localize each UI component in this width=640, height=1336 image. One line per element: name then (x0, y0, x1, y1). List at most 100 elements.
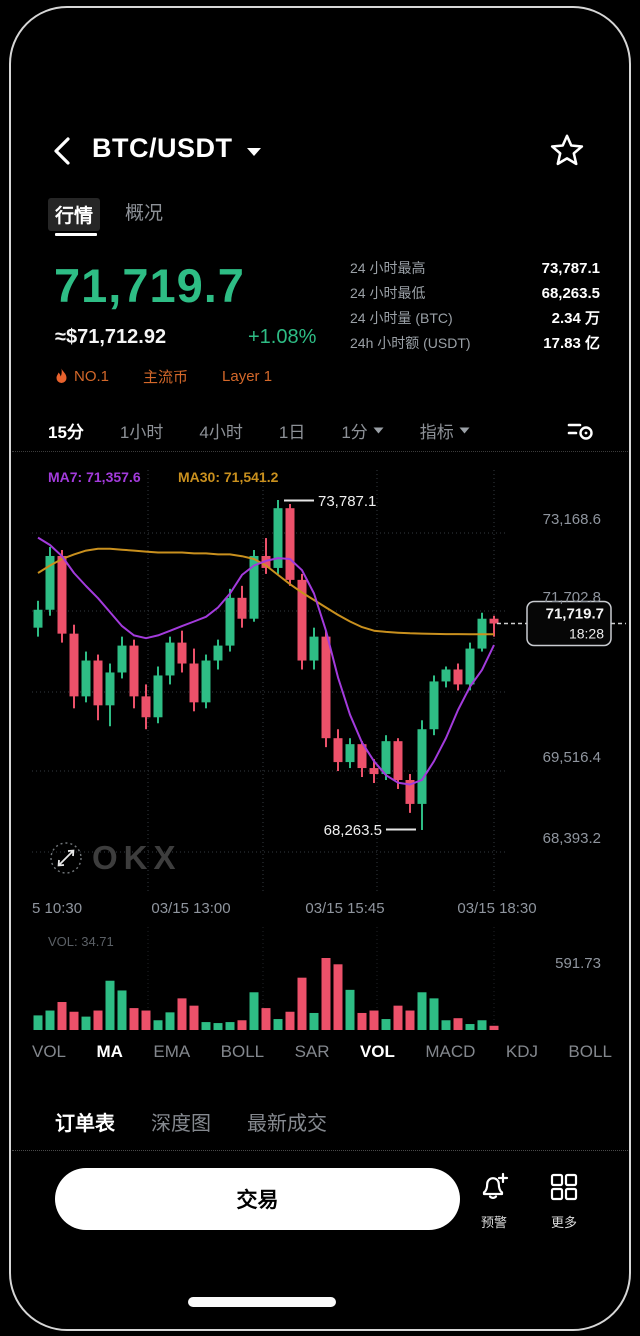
candle-body (273, 508, 283, 568)
grid-more-icon (550, 1173, 578, 1201)
volume-bar (381, 1019, 391, 1030)
trade-button[interactable]: 交易 (55, 1168, 460, 1230)
ma30-label: MA30: 71,541.2 (178, 469, 279, 485)
change-percent: +1.08% (248, 326, 317, 348)
volume-axis-max: 591.73 (555, 955, 601, 972)
candle-body (417, 729, 427, 804)
expand-chart-icon (58, 850, 74, 866)
volume-bar (333, 964, 343, 1030)
indicator-macd[interactable]: MACD (425, 1042, 476, 1061)
ma7-line (37, 536, 495, 786)
category-badge[interactable]: 主流币 (143, 369, 189, 386)
candle-body (33, 609, 43, 628)
volume-bar (213, 1023, 223, 1030)
candle-body (393, 741, 403, 781)
candle-body (237, 597, 247, 619)
volume-bar (321, 958, 331, 1030)
volume-bar (177, 998, 187, 1030)
candle-body (81, 660, 91, 697)
indicator-dropdown[interactable]: 指标 (420, 418, 470, 443)
badge-row: NO.1 主流币 Layer 1 (55, 366, 272, 387)
timeframe-bar: 15分 1小时 4小时 1日 1分 指标 (48, 418, 470, 443)
chevron-down-icon (373, 427, 384, 434)
volume-bar (129, 1008, 139, 1030)
indicator-boll-2[interactable]: BOLL (568, 1042, 612, 1061)
timeframe-more-dropdown[interactable]: 1分 (341, 418, 384, 443)
candle-body (141, 696, 151, 718)
fiat-price: ≈$71,712.92 (55, 326, 167, 348)
stat-row-turnover-usdt: 24h 小时额 (USDT) 17.83 亿 (350, 335, 600, 352)
layer-badge[interactable]: Layer 1 (222, 368, 273, 385)
x-axis-label: 03/15 13:00 (151, 900, 230, 917)
candle-body (345, 744, 355, 763)
flame-icon (56, 368, 67, 383)
okx-watermark: OKX (92, 839, 182, 876)
volume-bar (69, 1011, 79, 1030)
rank-badge[interactable]: NO.1 (55, 368, 109, 385)
timeframe-15m[interactable]: 15分 (48, 423, 84, 442)
favorite-star-icon[interactable] (550, 133, 584, 167)
volume-bar (117, 990, 127, 1030)
candle-body (453, 669, 463, 685)
stat-row-volume-btc: 24 小时量 (BTC) 2.34 万 (350, 310, 600, 327)
volume-bar (93, 1010, 103, 1030)
timeframe-4h[interactable]: 4小时 (199, 423, 243, 442)
candle-body (441, 669, 451, 682)
indicator-vol-2[interactable]: VOL (359, 1042, 395, 1061)
y-axis-label: 71,702.8 (543, 589, 601, 606)
stat-row-high: 24 小时最高 73,787.1 (350, 260, 600, 277)
indicator-ma[interactable]: MA (96, 1042, 123, 1061)
tab-quotes[interactable]: 行情 (48, 198, 101, 231)
volume-bar (297, 977, 307, 1030)
volume-bar (201, 1022, 211, 1030)
volume-bar (261, 1008, 271, 1030)
timeframe-1h[interactable]: 1小时 (119, 423, 164, 442)
page-title-pair: BTC/USDT (92, 133, 233, 163)
indicator-sar[interactable]: SAR (294, 1042, 330, 1061)
x-axis-label: 5 10:30 (32, 900, 82, 917)
volume-bar (249, 992, 259, 1030)
price-chart[interactable]: MA7: 71,357.6 MA30: 71,541.2 73,787.1 68,26… (0, 455, 640, 1035)
candle-body (201, 660, 211, 703)
tab-order-book[interactable]: 订单表 (55, 1113, 115, 1135)
indicator-kdj[interactable]: KDJ (505, 1042, 538, 1061)
candle-body (297, 579, 307, 661)
candle-body (285, 508, 295, 580)
timeframe-1d[interactable]: 1日 (278, 423, 306, 442)
candle-body (381, 741, 391, 775)
y-axis-label: 69,516.4 (543, 749, 601, 766)
stats-panel: 24 小时最高 73,787.1 24 小时最低 68,263.5 24 小时量… (350, 256, 600, 356)
volume-bar (345, 989, 355, 1030)
pair-dropdown-icon[interactable] (246, 147, 262, 157)
indicator-ema[interactable]: EMA (153, 1042, 191, 1061)
back-icon[interactable] (48, 134, 78, 168)
candle-body (129, 645, 139, 697)
candle-body (105, 672, 115, 706)
volume-bar (225, 1022, 235, 1030)
candle-body (357, 744, 367, 769)
last-price-tag-time: 18:28 (569, 626, 604, 642)
chart-settings-icon[interactable] (566, 418, 596, 442)
price-alert-button[interactable]: 预警 (462, 1170, 526, 1231)
volume-bar (57, 1002, 67, 1030)
volume-bar (309, 1012, 319, 1030)
high-annotation: 73,787.1 (318, 493, 376, 510)
candle-body (165, 642, 175, 676)
tab-depth-chart[interactable]: 深度图 (151, 1113, 211, 1135)
indicator-boll-1[interactable]: BOLL (220, 1042, 265, 1061)
volume-bar (81, 1016, 91, 1030)
more-button[interactable]: 更多 (532, 1170, 596, 1231)
indicator-vol-1[interactable]: VOL (32, 1042, 67, 1061)
expand-chart-icon (67, 849, 75, 857)
stat-row-low: 24 小时最低 68,263.5 (350, 285, 600, 302)
rank-badge-label: NO.1 (74, 368, 110, 385)
order-tabs: 订单表 深度图 最新成交 (55, 1107, 327, 1136)
tab-latest-trades[interactable]: 最新成交 (247, 1113, 327, 1135)
home-indicator[interactable] (188, 1297, 336, 1307)
last-price: 71,719.7 (54, 259, 245, 312)
more-label: 更多 (550, 1215, 577, 1230)
chevron-down-icon (459, 427, 470, 434)
ma30-line (37, 547, 494, 636)
volume-bar (393, 1005, 403, 1030)
tab-overview[interactable]: 概况 (125, 203, 164, 224)
